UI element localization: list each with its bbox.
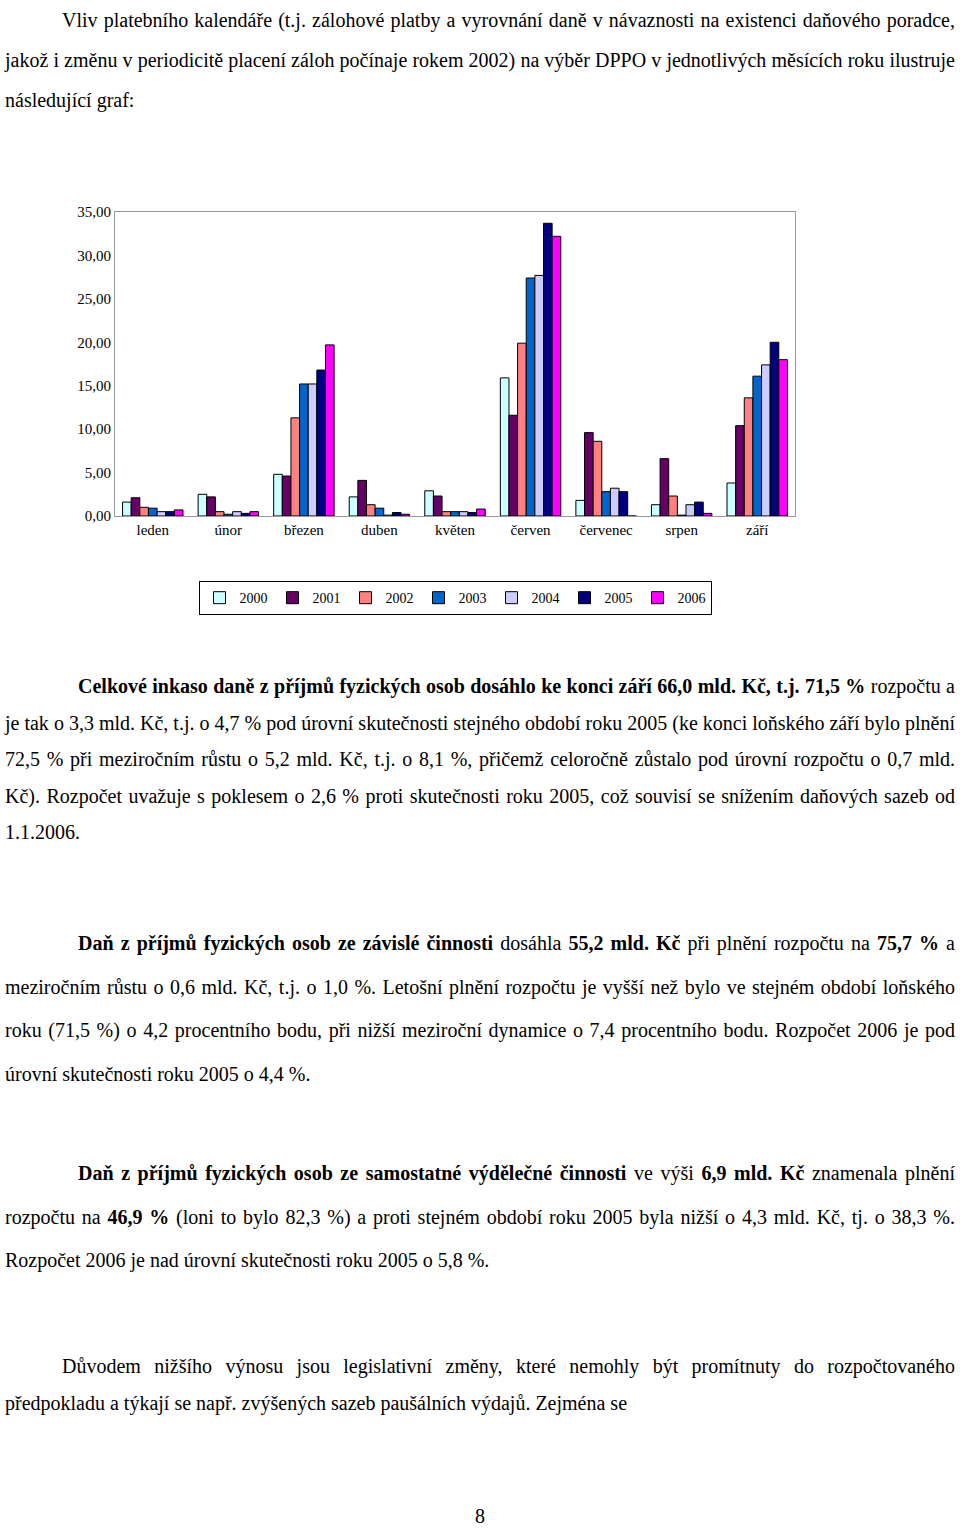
- svg-text:30,00: 30,00: [77, 248, 111, 264]
- svg-text:10,00: 10,00: [77, 421, 111, 437]
- svg-text:2002: 2002: [386, 591, 414, 606]
- html-text:8: 8: [475, 1505, 485, 1527]
- svg-text:20,00: 20,00: [77, 335, 111, 351]
- svg-text:5,00: 5,00: [85, 465, 111, 481]
- svg-text:červenec: červenec: [579, 522, 633, 538]
- svg-text:15,00: 15,00: [77, 378, 111, 394]
- svg-text:2004: 2004: [532, 591, 560, 606]
- html-text:Daň z příjmů fyzických osob ze: Daň z příjmů fyzických osob ze závislé č…: [5, 932, 955, 1085]
- svg-text:březen: březen: [284, 522, 324, 538]
- svg-text:2001: 2001: [313, 591, 341, 606]
- html-text:Daň z příjmů fyzických osob ze: Daň z příjmů fyzických osob ze samostatn…: [5, 1162, 955, 1271]
- html-text:Vliv platebního kalendáře (t.j: Vliv platebního kalendáře (t.j. zálohové…: [5, 9, 955, 111]
- svg-text:25,00: 25,00: [77, 291, 111, 307]
- svg-text:srpen: srpen: [665, 522, 698, 538]
- svg-text:2006: 2006: [678, 591, 706, 606]
- svg-text:únor: únor: [215, 522, 243, 538]
- svg-text:červen: červen: [511, 522, 551, 538]
- svg-text:2003: 2003: [459, 591, 487, 606]
- svg-text:duben: duben: [361, 522, 398, 538]
- svg-text:září: září: [746, 522, 768, 538]
- svg-text:0,00: 0,00: [85, 508, 111, 524]
- svg-text:35,00: 35,00: [77, 204, 111, 220]
- html-text:Celkové inkaso daně z příjmů f: Celkové inkaso daně z příjmů fyzických o…: [5, 675, 955, 843]
- svg-text:květen: květen: [435, 522, 475, 538]
- svg-text:2000: 2000: [240, 591, 268, 606]
- svg-text:2005: 2005: [605, 591, 633, 606]
- html-text:Důvodem nižšího výnosu jsou le: Důvodem nižšího výnosu jsou legislativní…: [5, 1355, 955, 1414]
- svg-text:leden: leden: [137, 522, 170, 538]
